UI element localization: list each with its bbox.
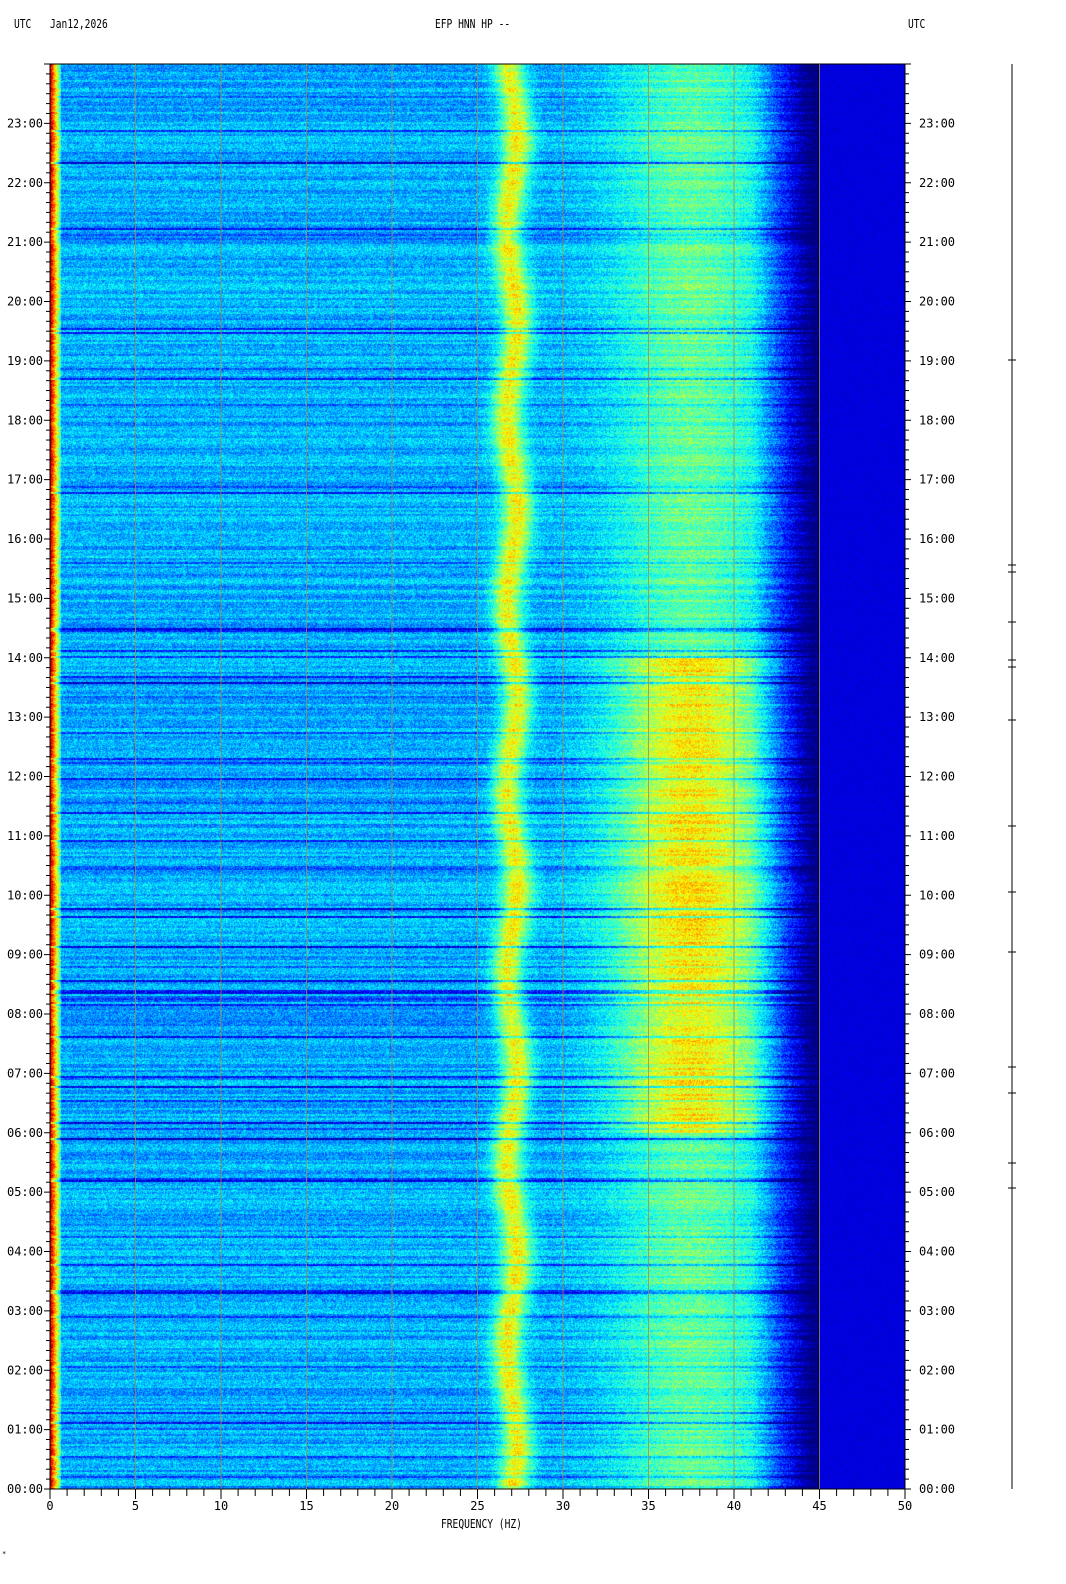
y-tick-label-right: 18:00 xyxy=(919,413,955,427)
y-tick-label-right: 17:00 xyxy=(919,473,955,487)
y-tick-label-right: 12:00 xyxy=(919,770,955,784)
y-tick-label-right: 16:00 xyxy=(919,532,955,546)
y-tick-label-right: 04:00 xyxy=(919,1245,955,1259)
y-tick-label-right: 11:00 xyxy=(919,829,955,843)
x-tick-label: 20 xyxy=(385,1499,399,1513)
date-label: Jan12,2026 xyxy=(50,17,108,31)
x-tick-label: 45 xyxy=(812,1499,826,1513)
chart-title: EFP HNN HP -- xyxy=(435,17,511,31)
y-tick-label-left: 13:00 xyxy=(7,710,43,724)
y-tick-label-right: 14:00 xyxy=(919,651,955,665)
y-tick-label-left: 09:00 xyxy=(7,948,43,962)
y-tick-label-left: 12:00 xyxy=(7,770,43,784)
left-timezone-label: UTC xyxy=(14,17,32,31)
x-tick-label: 40 xyxy=(727,1499,741,1513)
x-tick-label: 10 xyxy=(214,1499,228,1513)
y-tick-label-left: 02:00 xyxy=(7,1363,43,1377)
y-tick-label-left: 22:00 xyxy=(7,176,43,190)
y-tick-label-left: 00:00 xyxy=(7,1482,43,1496)
y-tick-label-right: 20:00 xyxy=(919,295,955,309)
y-tick-label-right: 15:00 xyxy=(919,591,955,605)
y-tick-label-left: 06:00 xyxy=(7,1126,43,1140)
y-tick-label-right: 08:00 xyxy=(919,1007,955,1021)
y-tick-label-right: 13:00 xyxy=(919,710,955,724)
footer-mark: * xyxy=(2,1550,7,1558)
y-tick-label-right: 09:00 xyxy=(919,948,955,962)
x-tick-label: 15 xyxy=(299,1499,313,1513)
y-tick-label-right: 03:00 xyxy=(919,1304,955,1318)
x-tick-label: 35 xyxy=(641,1499,655,1513)
y-tick-label-left: 19:00 xyxy=(7,354,43,368)
y-tick-label-right: 00:00 xyxy=(919,1482,955,1496)
y-tick-label-left: 18:00 xyxy=(7,413,43,427)
y-tick-label-left: 03:00 xyxy=(7,1304,43,1318)
y-tick-label-left: 21:00 xyxy=(7,235,43,249)
x-axis-label: FREQUENCY (HZ) xyxy=(441,1517,522,1531)
y-tick-label-left: 14:00 xyxy=(7,651,43,665)
y-tick-label-right: 21:00 xyxy=(919,235,955,249)
x-tick-label: 5 xyxy=(132,1499,139,1513)
y-tick-label-right: 22:00 xyxy=(919,176,955,190)
y-tick-label-left: 15:00 xyxy=(7,591,43,605)
y-tick-label-left: 04:00 xyxy=(7,1245,43,1259)
y-tick-label-left: 16:00 xyxy=(7,532,43,546)
y-tick-label-right: 06:00 xyxy=(919,1126,955,1140)
y-tick-label-left: 05:00 xyxy=(7,1185,43,1199)
x-tick-label: 0 xyxy=(46,1499,53,1513)
y-tick-label-right: 07:00 xyxy=(919,1066,955,1080)
y-tick-label-right: 23:00 xyxy=(919,116,955,130)
y-tick-label-right: 19:00 xyxy=(919,354,955,368)
y-tick-label-left: 11:00 xyxy=(7,829,43,843)
right-timezone-label: UTC xyxy=(908,17,926,31)
y-tick-label-left: 08:00 xyxy=(7,1007,43,1021)
x-tick-label: 30 xyxy=(556,1499,570,1513)
y-tick-label-left: 20:00 xyxy=(7,295,43,309)
y-tick-label-left: 07:00 xyxy=(7,1066,43,1080)
y-tick-label-left: 10:00 xyxy=(7,888,43,902)
y-tick-label-left: 17:00 xyxy=(7,473,43,487)
y-tick-label-left: 01:00 xyxy=(7,1423,43,1437)
x-tick-label: 50 xyxy=(898,1499,912,1513)
y-tick-label-right: 05:00 xyxy=(919,1185,955,1199)
y-tick-label-right: 01:00 xyxy=(919,1423,955,1437)
y-tick-label-right: 10:00 xyxy=(919,888,955,902)
y-tick-label-right: 02:00 xyxy=(919,1363,955,1377)
y-tick-label-left: 23:00 xyxy=(7,116,43,130)
x-tick-label: 25 xyxy=(470,1499,484,1513)
